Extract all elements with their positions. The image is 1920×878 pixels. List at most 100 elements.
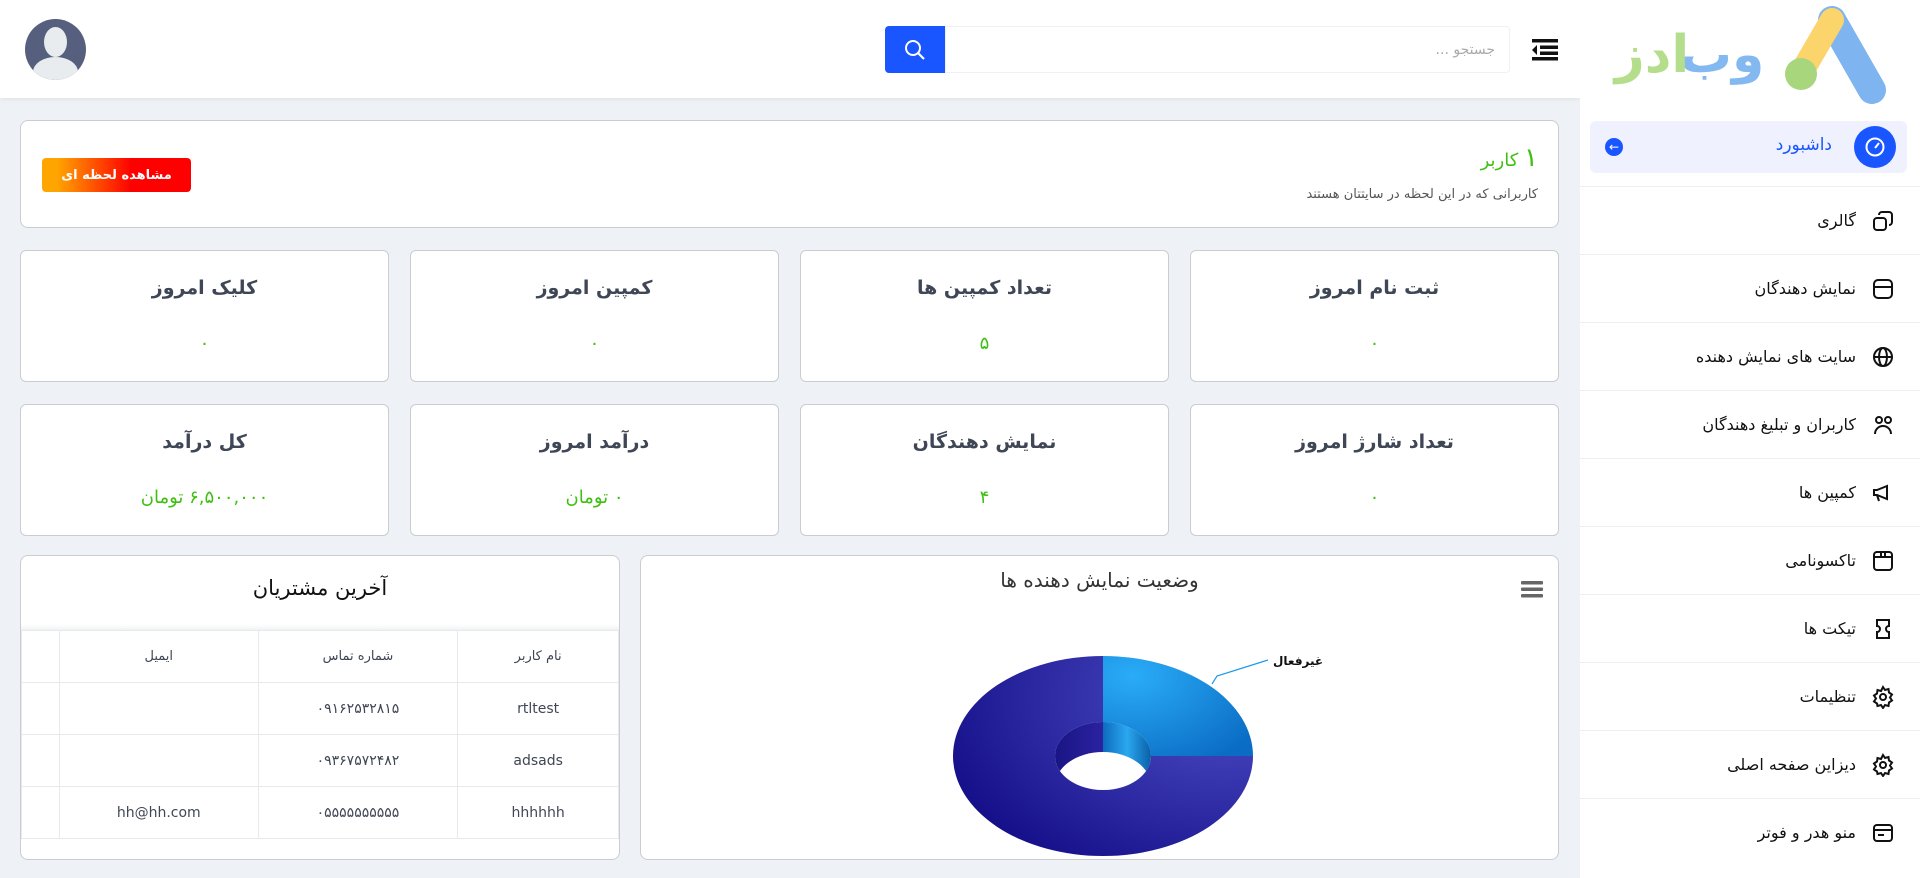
sidebar-item-label: تیکت ها <box>1803 619 1856 638</box>
sidebar-item-publisher-sites[interactable]: سایت های نمایش دهنده <box>1580 322 1920 390</box>
ticket-icon <box>1870 616 1896 642</box>
cell-email <box>58 682 259 735</box>
sidebar-item-label: دیزاین صفحه اصلی <box>1727 755 1856 774</box>
stat-card: کل درآمد ۶,۵۰۰,۰۰۰ تومان <box>20 404 389 536</box>
gallery-icon <box>1870 208 1896 234</box>
online-count: ۱ کاربر <box>1481 143 1538 173</box>
cell-phone: ۰۵۵۵۵۵۵۵۵۵۵ <box>257 786 459 839</box>
stat-title: نمایش دهندگان <box>912 431 1057 453</box>
stat-value: ۵ <box>979 333 990 354</box>
arrow-left-icon[interactable]: ← <box>1605 138 1623 156</box>
dashboard-gauge-icon <box>1854 126 1896 168</box>
sidebar-item-publishers[interactable]: نمایش دهندگان <box>1580 254 1920 322</box>
stats-row-1: ثبت نام امروز ۰ تعداد کمپین ها ۵ کمپین امر… <box>20 250 1559 382</box>
live-view-button[interactable]: مشاهده لحظه ای <box>42 158 191 192</box>
stat-value: ۰ <box>199 333 210 354</box>
pie-chart: غیرفعال <box>953 654 1323 856</box>
publisher-status-chart-card: وضعیت نمایش دهنده ها غیرفعال <box>640 555 1559 860</box>
store-icon <box>1870 276 1896 302</box>
search-input[interactable] <box>945 26 1510 73</box>
cell-username: rtltest <box>457 682 619 735</box>
cell-email: hh@hh.com <box>58 786 259 839</box>
cell-username: hhhhhh <box>457 786 619 839</box>
card-title: آخرین مشتریان <box>252 576 388 600</box>
stats-row-2: تعداد شارژ امروز ۰ نمایش دهندگان ۴ درآمد ا… <box>20 404 1559 536</box>
stat-value: ۰ <box>1369 333 1380 354</box>
svg-text:وب: وب <box>1680 25 1765 85</box>
sidebar-item-tickets[interactable]: تیکت ها <box>1580 594 1920 662</box>
search-button[interactable] <box>885 26 945 73</box>
stat-value: ۴ <box>979 487 990 508</box>
sidebar-item-users[interactable]: کاربران و تبلیغ دهندگان <box>1580 390 1920 458</box>
cell-username: adsads <box>457 734 619 787</box>
sidebar-item-gallery[interactable]: گالری <box>1580 186 1920 254</box>
top-header <box>0 0 1580 98</box>
cell-email <box>58 734 259 787</box>
sidebar-item-header-footer[interactable]: منو هدر و فوتر <box>1580 798 1920 866</box>
table-row: rtltest ۰۹۱۶۲۵۳۲۸۱۵ <box>21 682 619 735</box>
logo: وب ادز <box>1612 6 1886 104</box>
menu-toggle-icon[interactable] <box>1530 36 1560 62</box>
column-header: ایمیل <box>58 630 259 683</box>
online-subtitle: کاربرانی که در این لحظه در سایتتان هستند <box>1306 187 1538 202</box>
cell-empty <box>21 786 60 839</box>
stat-title: ثبت نام امروز <box>1309 277 1440 299</box>
box-icon <box>1870 548 1896 574</box>
sidebar-menu: گالری نمایش دهندگان سایت های نمایش دهنده… <box>1580 186 1920 866</box>
column-header <box>21 630 60 683</box>
stat-title: کلیک امروز <box>151 277 258 299</box>
stat-title: درآمد امروز <box>539 431 650 453</box>
online-count-unit: کاربر <box>1480 150 1519 171</box>
stat-title: کمپین امروز <box>536 277 653 299</box>
sidebar-item-campaigns[interactable]: کمپین ها <box>1580 458 1920 526</box>
table-row: hhhhhh ۰۵۵۵۵۵۵۵۵۵۵ hh@hh.com <box>21 786 619 839</box>
globe-icon <box>1870 344 1896 370</box>
user-avatar[interactable] <box>25 19 86 80</box>
stat-card: درآمد امروز ۰ تومان <box>410 404 779 536</box>
stat-card: نمایش دهندگان ۴ <box>800 404 1169 536</box>
sidebar-item-label: کاربران و تبلیغ دهندگان <box>1702 415 1856 434</box>
stat-card: تعداد کمپین ها ۵ <box>800 250 1169 382</box>
column-header: شماره تماس <box>257 630 459 683</box>
stat-value: ۰ <box>589 333 600 354</box>
cell-empty <box>21 734 60 787</box>
sidebar-item-label: نمایش دهندگان <box>1754 279 1856 298</box>
sidebar-item-taxonomy[interactable]: تاکسونامی <box>1580 526 1920 594</box>
table-row: adsads ۰۹۳۶۷۵۷۲۴۸۲ <box>21 734 619 787</box>
stat-value: ۰ تومان <box>565 487 624 508</box>
stat-card: ثبت نام امروز ۰ <box>1190 250 1559 382</box>
online-count-number: ۱ <box>1524 143 1538 173</box>
sidebar-item-label: تنظیمات <box>1799 687 1856 706</box>
slice-label-connector <box>1211 659 1269 685</box>
gear-icon <box>1870 752 1896 778</box>
sidebar-item-label: سایت های نمایش دهنده <box>1695 347 1856 366</box>
chart-menu-icon[interactable] <box>1521 580 1543 598</box>
sidebar-item-label: منو هدر و فوتر <box>1757 823 1856 842</box>
sidebar-item-label: تاکسونامی <box>1785 551 1856 570</box>
table-header-row: نام کاربر شماره تماس ایمیل <box>21 630 619 683</box>
stat-title: تعداد شارژ امروز <box>1295 431 1454 453</box>
svg-text:ادز: ادز <box>1612 25 1689 85</box>
cell-empty <box>21 682 60 735</box>
sidebar-item-dashboard[interactable]: داشبورد ← <box>1590 121 1907 173</box>
customers-table: نام کاربر شماره تماس ایمیل rtltest ۰۹۱۶۲۵… <box>21 630 619 839</box>
stat-card: کمپین امروز ۰ <box>410 250 779 382</box>
cell-phone: ۰۹۱۶۲۵۳۲۸۱۵ <box>257 682 459 735</box>
donut-hole <box>1055 752 1151 790</box>
stat-card: تعداد شارژ امروز ۰ <box>1190 404 1559 536</box>
stat-value: ۰ <box>1369 487 1380 508</box>
chart-title: وضعیت نمایش دهنده ها <box>1000 568 1199 592</box>
sidebar-item-settings[interactable]: تنظیمات <box>1580 662 1920 730</box>
sidebar-item-label: داشبورد <box>1775 135 1832 155</box>
latest-customers-card: آخرین مشتریان نام کاربر شماره تماس ایمیل… <box>20 555 620 860</box>
stat-title: تعداد کمپین ها <box>916 277 1053 299</box>
stat-card: کلیک امروز ۰ <box>20 250 389 382</box>
megaphone-icon <box>1870 480 1896 506</box>
sidebar-item-label: گالری <box>1817 211 1856 230</box>
stat-title: کل درآمد <box>162 431 247 453</box>
sidebar-item-home-design[interactable]: دیزاین صفحه اصلی <box>1580 730 1920 798</box>
gear-icon <box>1870 684 1896 710</box>
stat-value: ۶,۵۰۰,۰۰۰ تومان <box>140 487 269 508</box>
pie-slice[interactable] <box>953 656 1253 856</box>
pie-slice[interactable] <box>1103 656 1253 756</box>
